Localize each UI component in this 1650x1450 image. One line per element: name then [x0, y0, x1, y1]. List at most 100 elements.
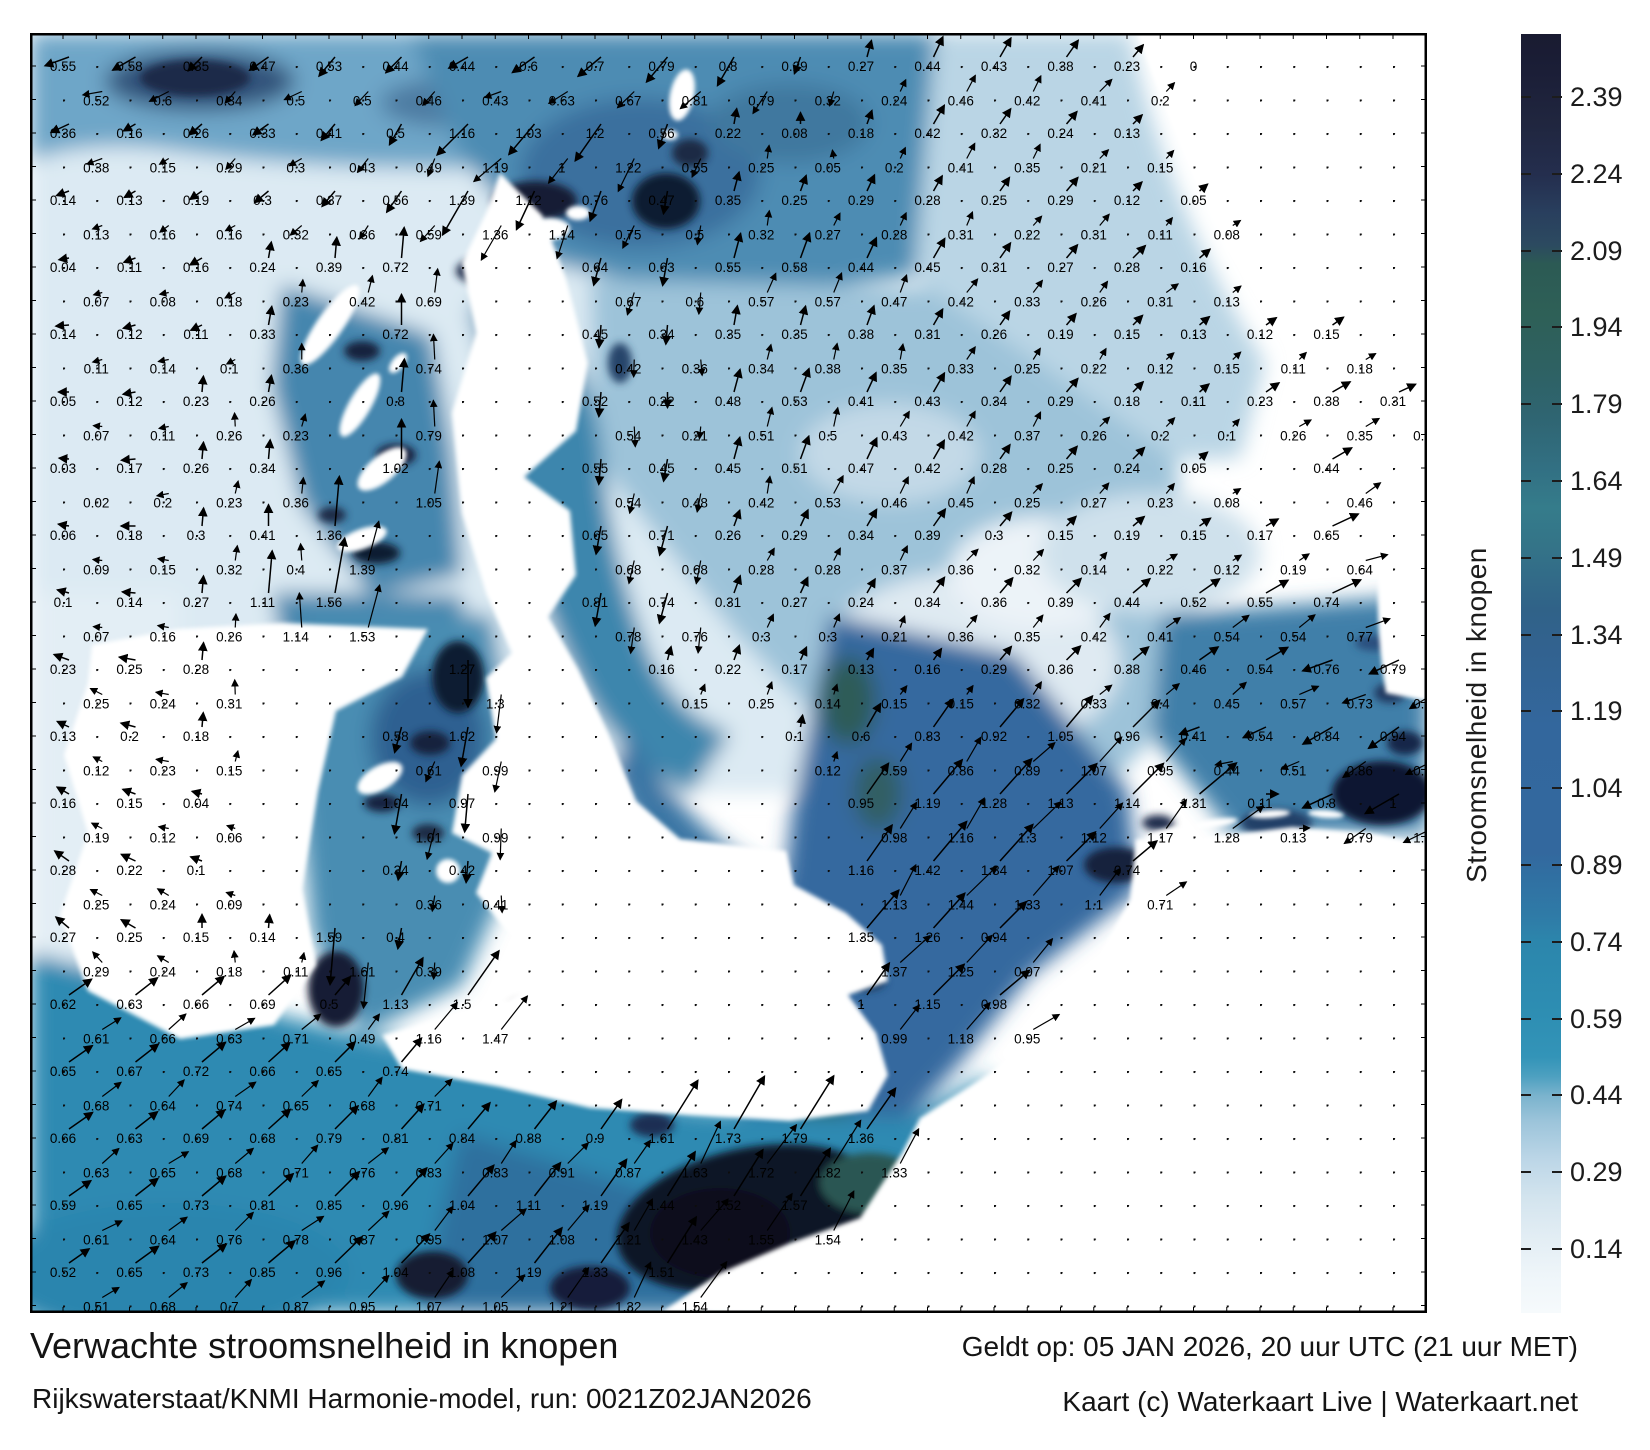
current-arrow: [197, 440, 208, 460]
current-arrow: [334, 536, 349, 594]
current-value-label: 0.12: [1247, 327, 1273, 342]
current-arrow: [999, 511, 1013, 527]
colorbar-tick-mark: [1552, 1171, 1562, 1174]
current-arrow: [764, 209, 773, 226]
current-value-label: 0.7: [220, 1300, 239, 1314]
colorbar-tick-mark: [1521, 1171, 1531, 1174]
current-value-label: 0.14: [50, 193, 77, 208]
current-value-label: 0.32: [815, 94, 841, 109]
current-arrow: [1099, 551, 1108, 561]
current-arrow: [1132, 380, 1145, 393]
current-arrow: [594, 458, 605, 486]
current-value-label: 0.14: [1081, 563, 1108, 578]
current-value-label: 0.54: [1214, 630, 1241, 645]
current-value-label: 0.5: [320, 997, 339, 1012]
current-arrow: [298, 476, 307, 494]
current-arrow: [367, 1274, 390, 1298]
current-arrow: [656, 123, 669, 150]
current-arrow: [1398, 383, 1417, 393]
current-arrow: [1298, 614, 1316, 628]
current-arrow: [732, 170, 742, 192]
current-arrow: [1165, 352, 1175, 361]
current-value-label: 0.22: [1081, 362, 1107, 377]
current-arrow: [268, 1239, 297, 1264]
current-arrow: [966, 614, 978, 628]
current-value-label: 0.32: [1014, 697, 1040, 712]
current-arrow: [422, 91, 436, 107]
colorbar-tick-mark: [1552, 633, 1562, 636]
current-arrow: [288, 157, 303, 167]
colorbar-tick-mark: [1552, 403, 1562, 406]
colorbar-tick-label: 0.89: [1570, 850, 1623, 880]
current-arrow: [511, 56, 535, 74]
current-value-label: 0.99: [482, 831, 508, 846]
current-arrow: [766, 547, 775, 561]
current-value-label: 0.31: [715, 595, 741, 610]
current-arrow: [1099, 280, 1109, 293]
current-value-label: 0.61: [416, 764, 442, 779]
current-arrow: [625, 292, 635, 316]
current-value-label: 0.63: [216, 1032, 242, 1047]
current-arrow: [1032, 865, 1060, 896]
current-arrow: [298, 278, 307, 293]
current-arrow: [865, 647, 875, 661]
current-value-label: 0.5: [286, 94, 305, 109]
current-value-label: 0.05: [815, 161, 841, 176]
current-value-label: 0.68: [615, 563, 641, 578]
current-value-label: 0.24: [150, 965, 177, 980]
current-value-label: 0.22: [715, 126, 741, 141]
current-arrow: [400, 1166, 428, 1197]
current-value-label: 0.19: [1047, 327, 1073, 342]
current-arrow: [234, 1278, 253, 1298]
current-value-label: 1.19: [515, 1265, 541, 1280]
current-value-label: 0.64: [1347, 563, 1374, 578]
current-value-label: 0.65: [316, 1064, 342, 1079]
current-arrow: [1365, 617, 1391, 629]
current-value-label: 0.15: [216, 764, 242, 779]
current-value-label: 0.41: [482, 898, 508, 913]
current-value-label: 0.97: [449, 796, 475, 811]
current-value-label: 0.56: [648, 126, 674, 141]
current-arrow: [1280, 760, 1300, 771]
current-arrow: [1232, 681, 1247, 695]
colorbar-tick-mark: [1552, 1094, 1562, 1097]
current-arrow: [966, 410, 976, 427]
current-value-label: 1.42: [914, 863, 940, 878]
current-value-label: 1.3: [1018, 831, 1037, 846]
current-value-label: 0.69: [183, 1131, 209, 1146]
current-arrow: [265, 304, 276, 326]
current-value-label: 0.65: [283, 1099, 309, 1114]
current-arrow: [567, 1266, 590, 1298]
current-arrow: [156, 888, 170, 897]
current-arrow: [833, 1190, 855, 1231]
current-value-label: 0.67: [615, 295, 641, 310]
current-arrow: [1231, 418, 1240, 427]
colorbar-tick-mark: [1552, 172, 1562, 175]
current-value-label: 0.15: [881, 697, 907, 712]
current-value-label: 0.68: [682, 563, 708, 578]
current-value-label: 0.11: [84, 362, 109, 377]
current-arrow: [1165, 682, 1181, 695]
current-arrow: [1065, 377, 1079, 393]
current-arrow: [447, 56, 469, 69]
current-value-label: 1.04: [449, 1198, 476, 1213]
current-arrow: [1332, 316, 1345, 327]
current-value-label: 0.66: [50, 1131, 76, 1146]
current-arrow: [1301, 793, 1333, 809]
map-title: Verwachte stroomsnelheid in knopen: [30, 1325, 619, 1366]
current-arrow: [833, 547, 841, 561]
current-arrow: [932, 104, 946, 125]
current-arrow: [1199, 578, 1221, 594]
colorbar-tick-mark: [1521, 326, 1531, 329]
current-arrow: [515, 190, 536, 231]
current-value-label: 1.5: [453, 997, 472, 1012]
current-value-label: 0.39: [416, 965, 442, 980]
current-value-label: 0.45: [948, 496, 974, 511]
current-arrow: [56, 520, 70, 531]
current-value-label: 0.12: [1214, 563, 1240, 578]
current-arrow: [429, 895, 438, 913]
current-arrow: [267, 974, 292, 996]
current-value-label: 0.52: [582, 394, 608, 409]
current-arrow: [225, 357, 236, 365]
current-arrow: [866, 888, 900, 929]
